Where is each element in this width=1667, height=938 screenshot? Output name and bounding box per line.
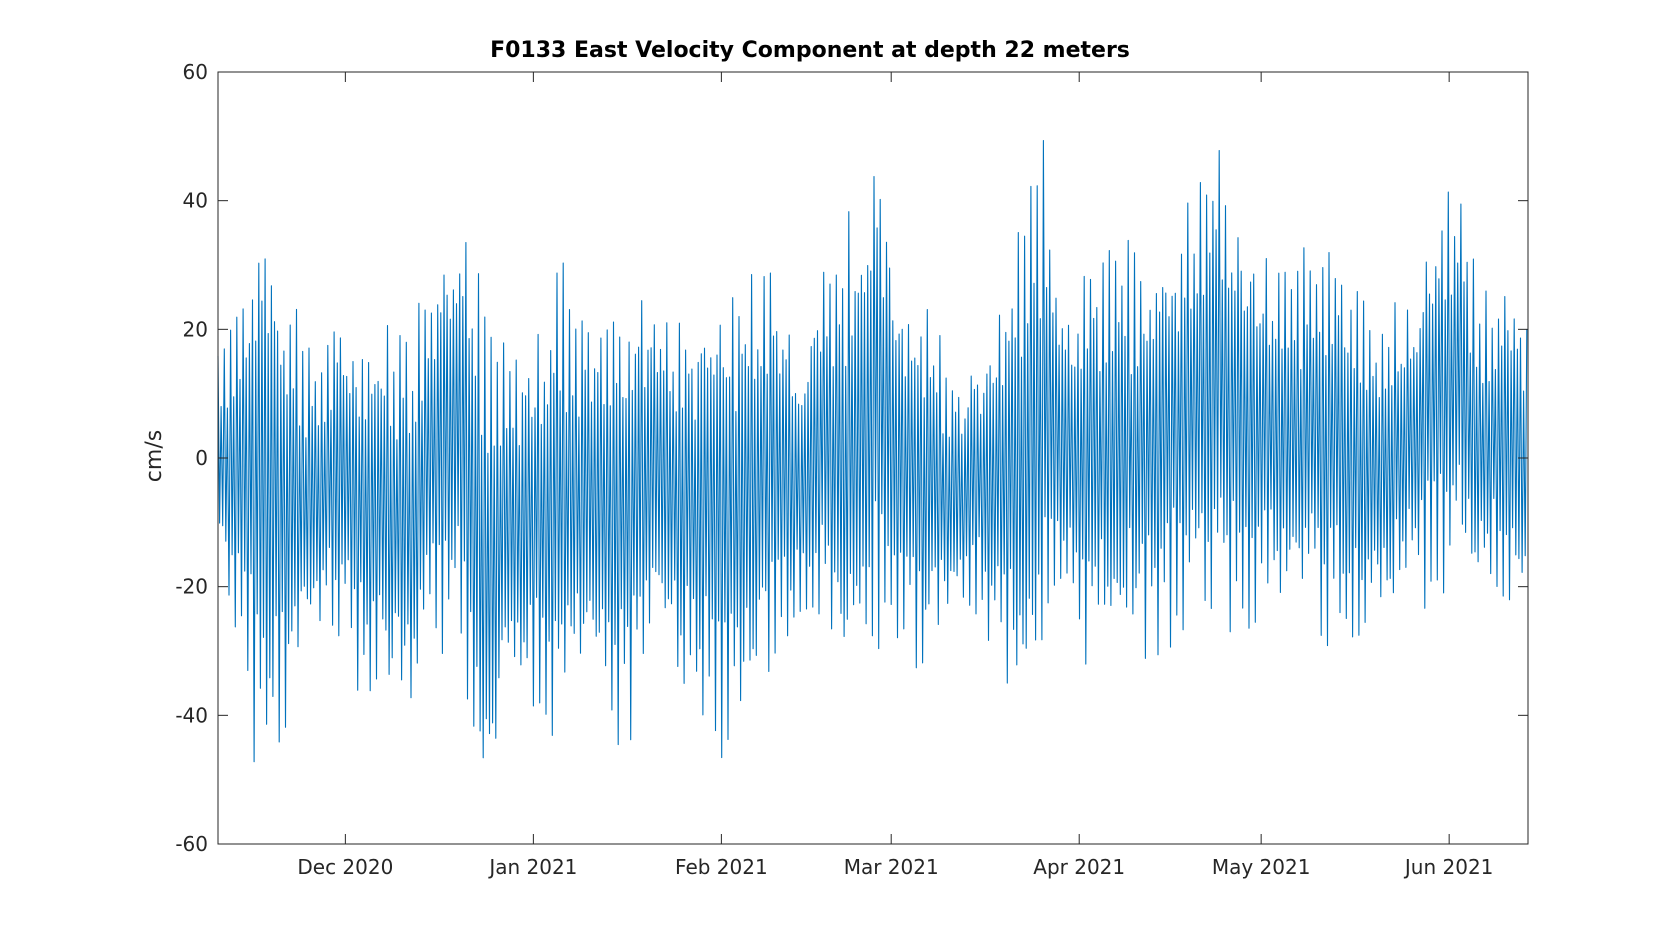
y-tick-label: 0 bbox=[195, 446, 208, 470]
x-tick-label: Apr 2021 bbox=[1033, 855, 1125, 879]
x-tick-label: Jun 2021 bbox=[1403, 855, 1494, 879]
x-tick-label: Mar 2021 bbox=[844, 855, 939, 879]
y-tick-label: 60 bbox=[183, 60, 208, 84]
x-tick-label: Feb 2021 bbox=[675, 855, 768, 879]
axes-layer: -60 -40 -20 0 20 40 60 Dec 2020 Jan 2021 Feb 2021… bbox=[175, 60, 1529, 879]
chart-title: F0133 East Velocity Component at depth 2… bbox=[490, 38, 1130, 63]
y-tick-label: -60 bbox=[175, 832, 208, 856]
y-axis-label: cm/s bbox=[142, 430, 167, 482]
x-tick-label: Dec 2020 bbox=[297, 855, 393, 879]
series-line bbox=[217, 139, 1528, 763]
x-tick-label: Jan 2021 bbox=[487, 855, 577, 879]
series-layer bbox=[217, 139, 1528, 763]
y-tick-label: -20 bbox=[175, 575, 208, 599]
x-tick-label: May 2021 bbox=[1212, 855, 1311, 879]
y-tick-label: 40 bbox=[183, 189, 208, 213]
y-tick-label: -40 bbox=[175, 703, 208, 727]
y-tick-label: 20 bbox=[183, 317, 208, 341]
